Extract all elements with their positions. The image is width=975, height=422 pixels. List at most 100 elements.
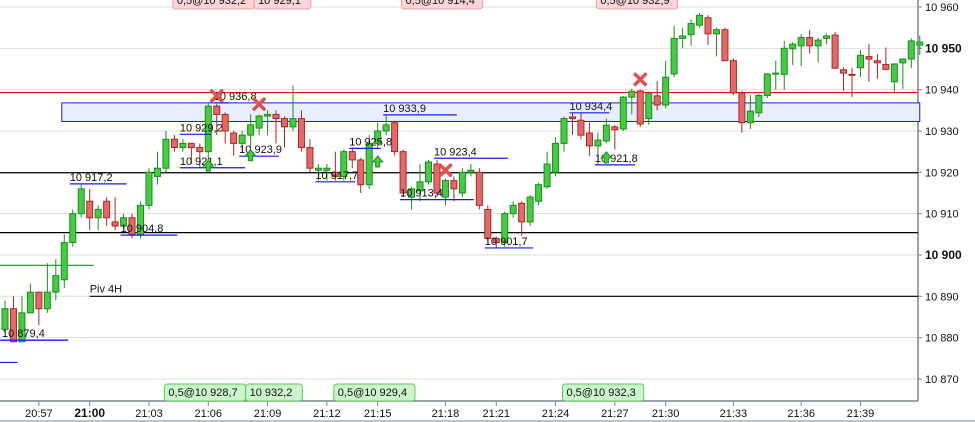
buy-order-badge[interactable] [245, 383, 303, 402]
candle[interactable] [374, 122, 382, 148]
candle[interactable] [441, 178, 449, 206]
candle[interactable] [679, 27, 687, 49]
candle[interactable] [425, 159, 432, 185]
buy-marker-arrow-up-icon[interactable] [202, 159, 215, 172]
candle[interactable] [179, 139, 187, 152]
buy-order-badge[interactable] [561, 383, 645, 402]
sell-marker-x-icon[interactable] [438, 163, 453, 178]
candle[interactable] [856, 49, 864, 77]
candle[interactable] [501, 211, 509, 247]
candle[interactable] [865, 43, 873, 82]
candle[interactable] [170, 135, 178, 152]
candle[interactable] [391, 120, 399, 156]
candle[interactable] [153, 151, 161, 185]
candle[interactable] [619, 95, 627, 131]
candle[interactable] [602, 118, 610, 144]
candle[interactable] [111, 197, 119, 231]
sell-marker-x-icon[interactable] [633, 72, 647, 87]
candle[interactable] [408, 186, 416, 210]
candle[interactable] [543, 151, 551, 189]
candle[interactable] [484, 205, 492, 243]
sell-marker-x-icon[interactable] [210, 89, 224, 103]
candle[interactable] [255, 114, 263, 136]
candle[interactable] [382, 114, 390, 136]
candle[interactable] [746, 95, 754, 129]
candle[interactable] [696, 13, 704, 28]
candle[interactable] [69, 209, 77, 247]
candle[interactable] [585, 122, 593, 156]
candle[interactable] [9, 296, 17, 343]
candle[interactable] [297, 110, 305, 152]
candle[interactable] [187, 142, 195, 165]
candle[interactable] [1, 300, 9, 334]
sell-order-badge[interactable] [401, 0, 484, 10]
candle[interactable] [416, 164, 424, 202]
candle[interactable] [535, 182, 543, 206]
candle[interactable] [814, 37, 822, 63]
candle[interactable] [196, 143, 204, 169]
candle[interactable] [797, 33, 805, 67]
candle[interactable] [103, 197, 111, 227]
candle[interactable] [763, 73, 771, 98]
candle[interactable] [568, 112, 576, 136]
candle[interactable] [518, 201, 526, 236]
sell-order-badge[interactable] [595, 0, 679, 10]
candle[interactable] [628, 88, 636, 115]
candle[interactable] [86, 188, 94, 231]
candle[interactable] [687, 19, 695, 46]
candle[interactable] [907, 38, 915, 69]
candle[interactable] [712, 27, 720, 57]
candle[interactable] [789, 42, 797, 65]
candle[interactable] [35, 291, 43, 326]
candle[interactable] [306, 139, 314, 173]
candle[interactable] [806, 29, 814, 54]
candle[interactable] [281, 116, 289, 148]
candle[interactable] [52, 259, 60, 301]
candle[interactable] [77, 184, 85, 218]
candle[interactable] [560, 116, 568, 152]
candle[interactable] [60, 234, 68, 289]
candle[interactable] [94, 205, 102, 231]
candle[interactable] [458, 168, 466, 198]
buy-marker-arrow-up-icon[interactable] [600, 151, 613, 164]
candle[interactable] [729, 58, 737, 96]
candle[interactable] [137, 201, 145, 239]
candle[interactable] [492, 236, 500, 248]
candle[interactable] [662, 60, 670, 109]
candle[interactable] [611, 124, 619, 150]
candle[interactable] [577, 112, 585, 140]
candle[interactable] [653, 81, 661, 111]
candle[interactable] [357, 157, 365, 193]
candle[interactable] [433, 159, 441, 198]
candle[interactable] [780, 40, 788, 90]
candle[interactable] [238, 130, 246, 152]
candle[interactable] [475, 168, 483, 210]
buy-marker-arrow-up-icon[interactable] [244, 149, 257, 162]
candle[interactable] [43, 263, 51, 313]
candle[interactable] [738, 90, 746, 133]
candle[interactable] [323, 164, 331, 181]
candle[interactable] [721, 27, 729, 62]
candle[interactable] [873, 54, 881, 79]
candle[interactable] [823, 33, 831, 45]
candle[interactable] [526, 195, 534, 227]
candle[interactable] [348, 147, 356, 169]
candle[interactable] [467, 164, 475, 177]
candle[interactable] [890, 63, 898, 93]
candle[interactable] [916, 35, 924, 55]
candle[interactable] [882, 47, 890, 70]
candle[interactable] [314, 164, 322, 181]
candle[interactable] [120, 213, 128, 231]
candle[interactable] [755, 93, 763, 117]
candle[interactable] [331, 151, 339, 181]
candle[interactable] [450, 176, 458, 202]
candle[interactable] [636, 89, 644, 127]
sell-marker-x-icon[interactable] [252, 97, 266, 111]
candle[interactable] [831, 31, 839, 69]
candle[interactable] [230, 130, 238, 156]
candle[interactable] [145, 168, 153, 210]
sell-order-badge[interactable] [253, 0, 312, 10]
candle[interactable] [645, 91, 653, 125]
candle[interactable] [670, 25, 678, 78]
